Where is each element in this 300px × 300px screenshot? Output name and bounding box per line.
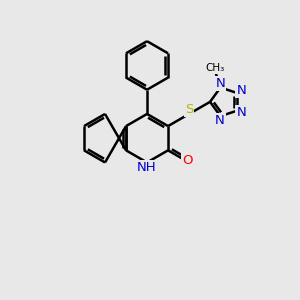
Text: O: O (182, 154, 192, 167)
Text: CH₃: CH₃ (206, 63, 225, 73)
Text: N: N (236, 84, 246, 97)
Text: N: N (236, 106, 246, 119)
Text: N: N (215, 114, 225, 127)
Text: S: S (185, 103, 193, 116)
Text: NH: NH (137, 161, 157, 174)
Text: N: N (216, 77, 225, 90)
